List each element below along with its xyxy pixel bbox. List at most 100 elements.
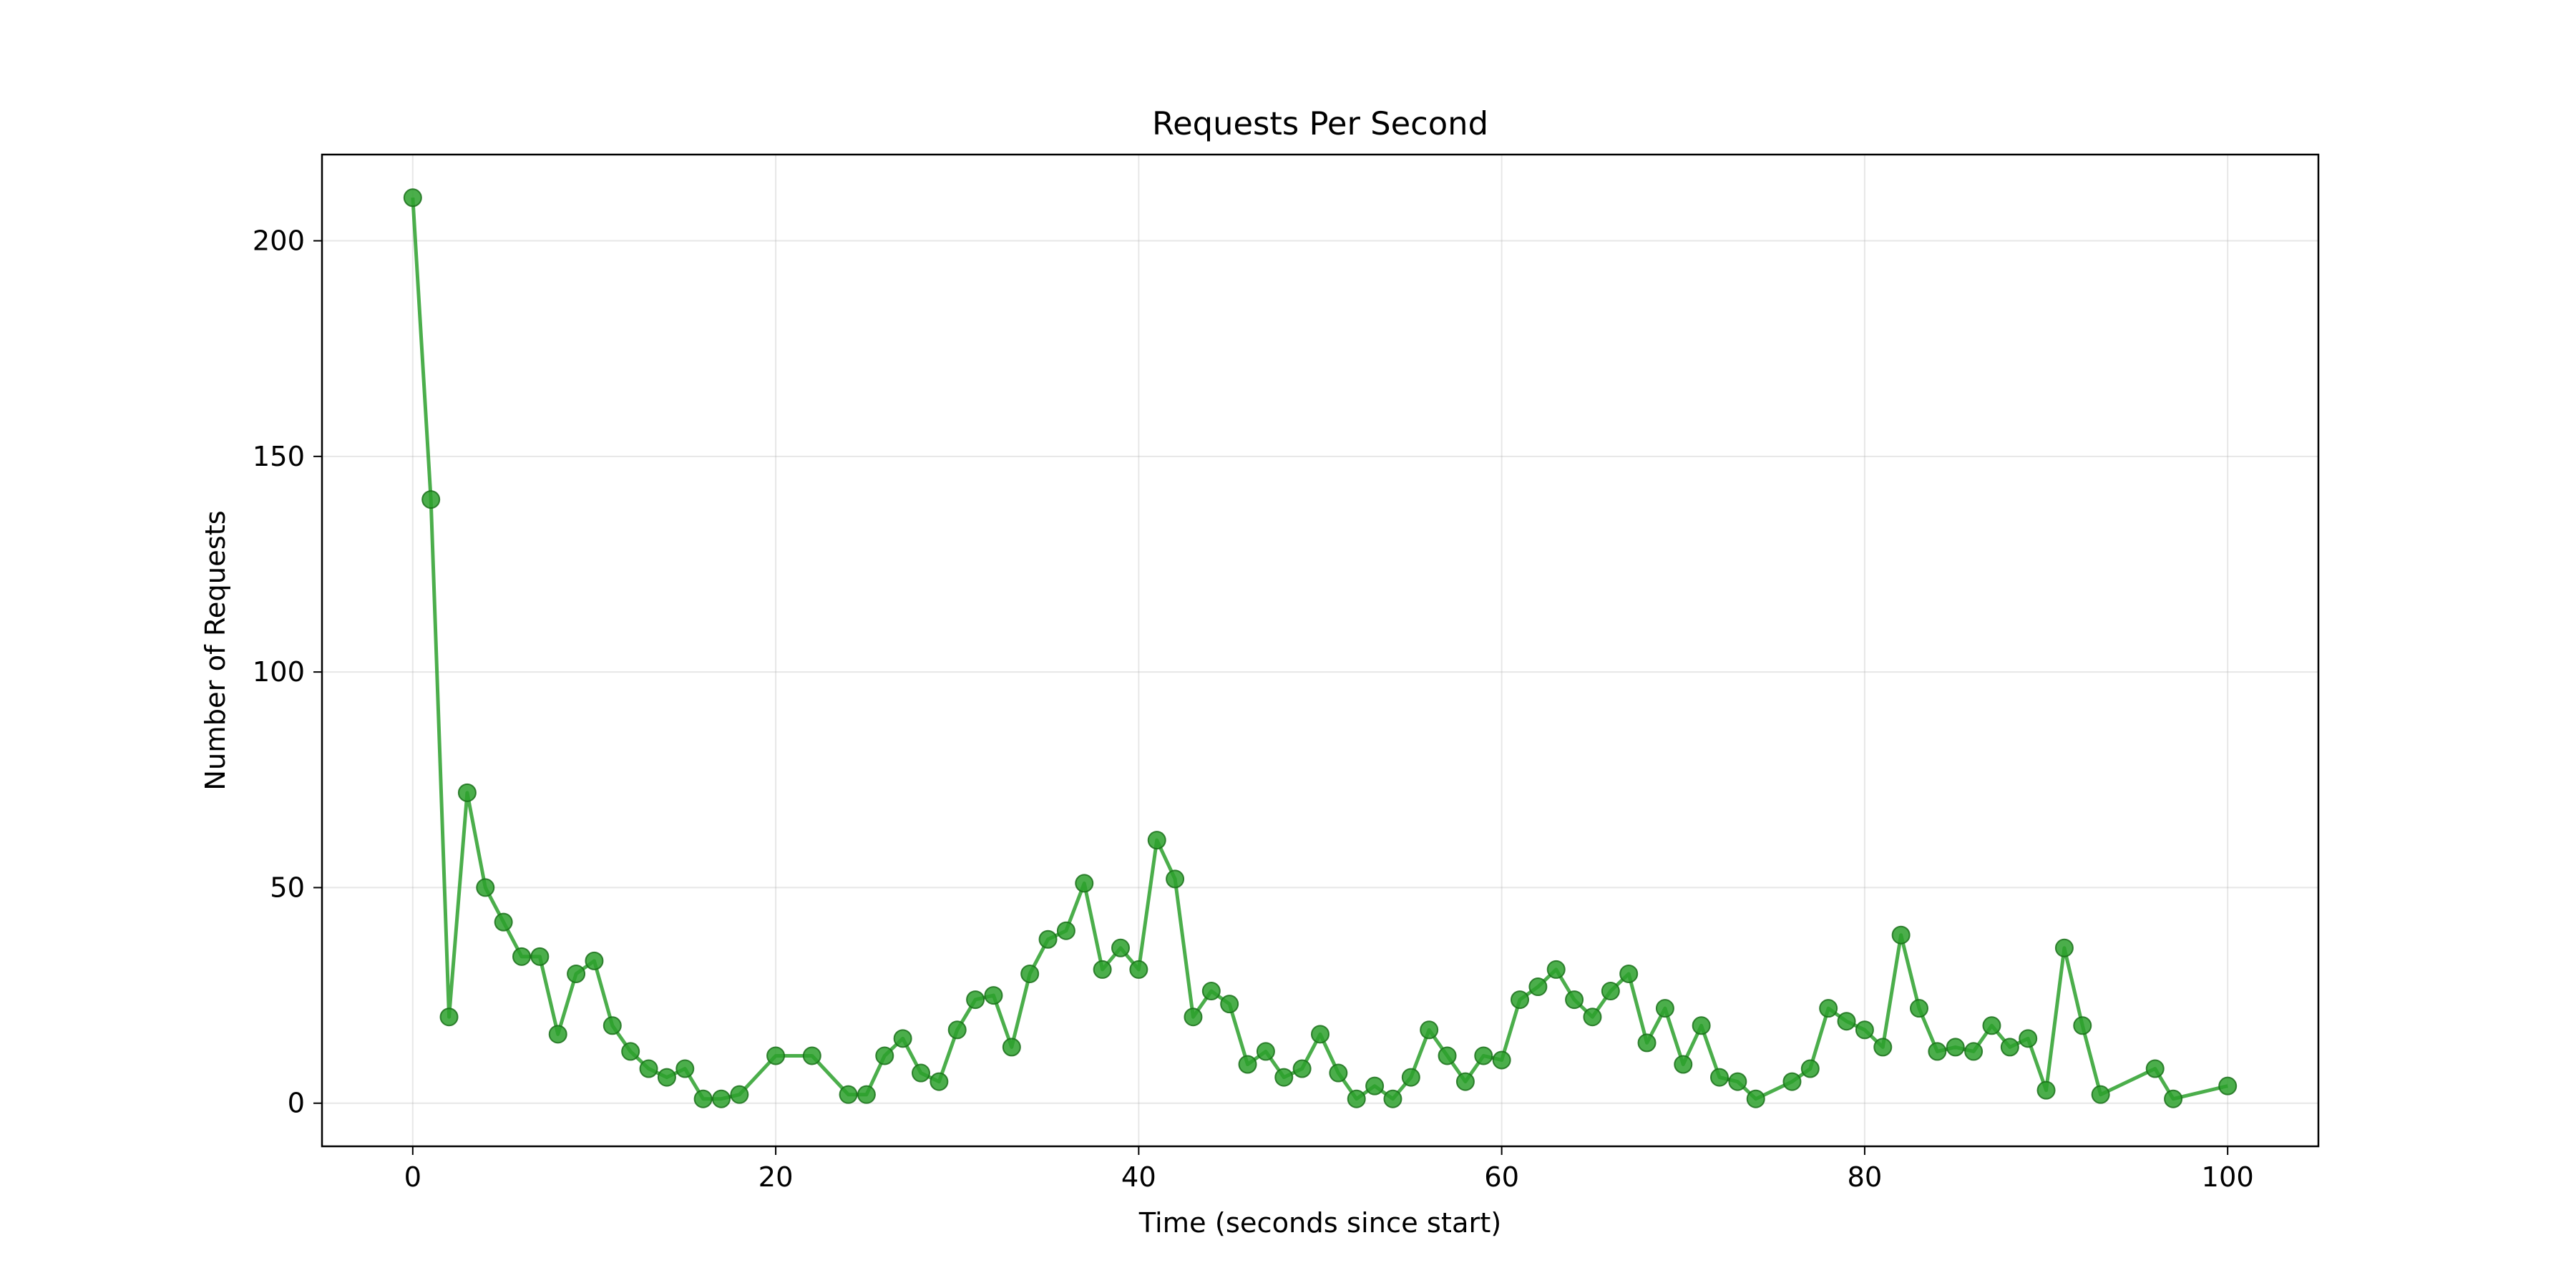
data-point	[476, 878, 495, 897]
data-point	[585, 951, 604, 970]
data-point	[1220, 995, 1239, 1014]
data-point	[1420, 1020, 1439, 1040]
data-point	[621, 1042, 640, 1061]
chart-title: Requests Per Second	[1152, 104, 1488, 142]
data-point	[893, 1029, 912, 1048]
data-point	[1565, 990, 1584, 1010]
data-point	[1855, 1020, 1874, 1040]
data-point	[1692, 1016, 1711, 1035]
data-point	[1746, 1089, 1765, 1108]
x-tick-label: 0	[404, 1161, 421, 1194]
data-point	[1111, 938, 1130, 957]
data-point	[966, 990, 985, 1010]
data-point	[403, 188, 422, 208]
data-point	[567, 964, 586, 983]
data-point	[802, 1046, 821, 1065]
data-point	[930, 1072, 949, 1091]
x-tick-label: 20	[758, 1161, 794, 1194]
data-point	[1655, 999, 1674, 1018]
data-point	[1038, 930, 1058, 949]
y-tick-label: 50	[270, 872, 305, 904]
data-point	[2218, 1076, 2238, 1096]
data-point	[1147, 831, 1166, 850]
data-point	[1583, 1008, 1602, 1027]
data-point	[1093, 960, 1112, 979]
y-tick-label: 100	[253, 656, 305, 688]
data-point	[947, 1020, 967, 1040]
data-point	[1274, 1068, 1294, 1087]
data-point	[1166, 869, 1185, 889]
x-tick-label: 80	[1847, 1161, 1882, 1194]
data-point	[875, 1046, 894, 1065]
data-point	[766, 1046, 786, 1065]
data-point	[1455, 1072, 1475, 1091]
data-point	[1946, 1038, 1965, 1057]
x-axis-ticks: 0 20 40 60 80 100	[404, 1146, 2254, 1194]
data-point	[1329, 1063, 1348, 1083]
data-point	[1311, 1025, 1330, 1044]
data-point	[1056, 921, 1075, 940]
data-point	[1129, 960, 1148, 979]
data-point	[1528, 977, 1548, 997]
data-point	[1601, 982, 1620, 1001]
data-point	[2054, 938, 2074, 957]
data-point	[1546, 960, 1566, 979]
data-point	[1401, 1068, 1420, 1087]
plot-background	[322, 155, 2318, 1146]
y-axis-ticks: 0 50 100 150 200	[253, 225, 322, 1120]
data-point	[1075, 874, 1094, 893]
data-point	[1674, 1055, 1693, 1074]
data-point	[693, 1089, 713, 1108]
data-point	[1492, 1050, 1511, 1070]
data-point	[1511, 990, 1529, 1010]
y-axis-label: Number of Requests	[200, 510, 232, 791]
data-point	[1002, 1038, 1021, 1057]
data-point	[494, 912, 513, 932]
data-point	[675, 1059, 695, 1078]
data-point	[2073, 1016, 2092, 1035]
data-point	[730, 1085, 749, 1104]
data-point	[439, 1008, 459, 1027]
data-point	[1383, 1089, 1402, 1108]
y-tick-label: 150	[253, 441, 305, 473]
data-point	[2164, 1089, 2183, 1108]
data-point	[421, 490, 441, 509]
data-point	[1710, 1068, 1729, 1087]
data-point	[1782, 1072, 1802, 1091]
data-point	[1238, 1055, 1257, 1074]
data-point	[548, 1025, 567, 1044]
x-tick-label: 40	[1121, 1161, 1156, 1194]
series	[403, 188, 2238, 1108]
data-point	[839, 1085, 858, 1104]
data-point	[2019, 1029, 2038, 1048]
data-point	[2145, 1059, 2165, 1078]
data-point	[984, 986, 1003, 1005]
plot-frame	[321, 153, 2320, 1148]
data-point	[1928, 1042, 1947, 1061]
data-point	[1891, 925, 1911, 945]
data-point	[2000, 1038, 2019, 1057]
data-point	[1873, 1038, 1893, 1057]
data-point	[639, 1059, 658, 1078]
data-point	[1800, 1059, 1820, 1078]
data-point	[1619, 964, 1639, 983]
data-point	[512, 947, 531, 966]
data-point	[657, 1068, 676, 1087]
data-point	[2036, 1080, 2056, 1100]
data-point	[1020, 964, 1040, 983]
data-point	[857, 1085, 876, 1104]
data-point	[2091, 1085, 2110, 1104]
x-tick-label: 100	[2202, 1161, 2254, 1194]
data-point	[712, 1089, 731, 1108]
x-tick-label: 60	[1484, 1161, 1519, 1194]
data-point	[1474, 1046, 1493, 1065]
data-point	[1256, 1042, 1275, 1061]
data-point	[912, 1063, 930, 1083]
grid	[322, 155, 2318, 1146]
data-point	[530, 947, 550, 966]
data-point	[1819, 999, 1838, 1018]
data-point	[1964, 1042, 1984, 1061]
data-point	[1184, 1008, 1203, 1027]
data-point	[1728, 1072, 1747, 1091]
